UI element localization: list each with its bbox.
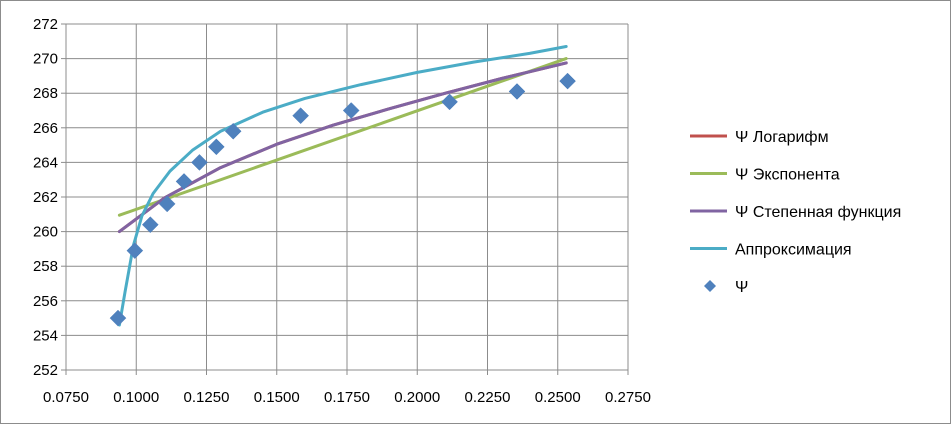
data-point	[207, 138, 225, 156]
x-tick-label: 0.2750	[605, 389, 651, 406]
data-point	[224, 122, 242, 140]
y-tick-label: 256	[33, 293, 58, 310]
x-tick-label: 0.1250	[184, 389, 230, 406]
data-point	[342, 102, 360, 119]
y-tick-label: 252	[33, 362, 58, 379]
data-point	[141, 216, 159, 234]
y-tick-label: 258	[33, 258, 58, 275]
legend-label: Ψ Экспонента	[735, 167, 840, 184]
data-point	[508, 83, 526, 100]
legend-label: Ψ Логарифм	[735, 129, 829, 146]
x-tick-label: 0.1500	[254, 389, 300, 406]
data-point	[191, 154, 208, 171]
series-line	[117, 57, 568, 217]
axes: 252 254 256 258 260 262 264 266 268 270 272 0.0750 0…	[33, 16, 651, 406]
x-tick-label: 0.2500	[535, 389, 581, 406]
legend-marker	[704, 280, 716, 292]
legend-label: Аппроксимация	[735, 242, 852, 259]
y-tick-label: 268	[33, 85, 58, 102]
data-point	[292, 107, 309, 125]
x-tick-label: 0.2250	[465, 389, 511, 406]
legend-label: Ψ Степенная функция	[735, 204, 901, 221]
legend-label: Ψ	[735, 279, 748, 296]
data-point	[559, 72, 576, 90]
series-line	[117, 45, 568, 327]
data-point	[109, 309, 127, 327]
y-tick-label: 264	[33, 154, 58, 171]
y-tick-label: 270	[33, 51, 58, 68]
x-tick-label: 0.1000	[113, 389, 159, 406]
series-layer	[109, 45, 576, 327]
legend: Ψ Логарифм Ψ Экспонента Ψ Степенная функци…	[690, 129, 901, 296]
y-tick-label: 266	[33, 120, 58, 137]
y-tick-label: 260	[33, 224, 58, 241]
data-point	[126, 242, 144, 259]
x-tick-label: 0.1750	[324, 389, 370, 406]
data-point	[441, 93, 458, 111]
x-tick-label: 0.2000	[394, 389, 440, 406]
x-tick-label: 0.0750	[43, 389, 89, 406]
data-point	[158, 195, 176, 213]
data-point	[175, 173, 193, 190]
y-tick-label: 254	[33, 327, 58, 344]
y-tick-label: 272	[33, 16, 58, 33]
y-tick-label: 262	[33, 189, 58, 206]
